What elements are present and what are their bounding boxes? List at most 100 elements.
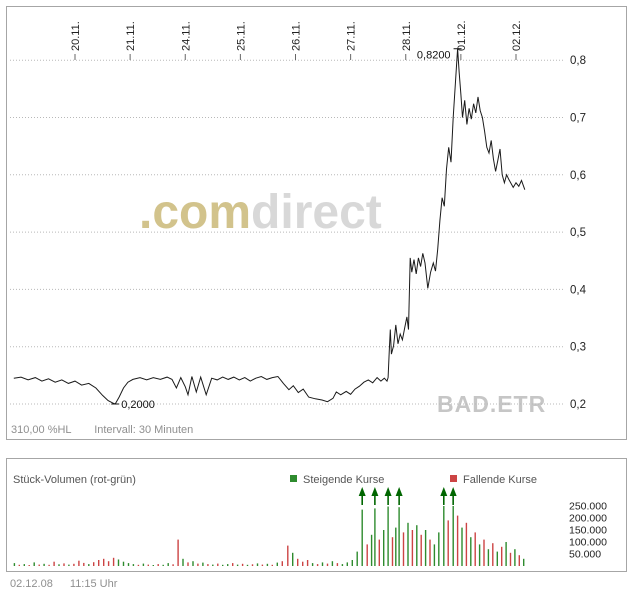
volume-bar	[132, 564, 135, 566]
volume-bar	[429, 539, 431, 566]
volume-bar	[478, 544, 481, 566]
volume-bar	[311, 563, 314, 566]
price-y-axis-label: 0,4	[570, 284, 587, 296]
volume-bar	[292, 552, 294, 566]
interval-label: Intervall: 30 Minuten	[94, 424, 194, 436]
volume-bar	[162, 564, 164, 566]
volume-bar	[112, 557, 115, 566]
volume-bar	[424, 530, 427, 566]
volume-bar	[157, 564, 159, 566]
volume-bar	[383, 530, 385, 566]
price-chart-panel: .comdirect BAD.ETR 0,2 0,3 0,4 0,5 0,6 0,7 0,8…	[6, 6, 627, 440]
volume-bar	[182, 558, 184, 566]
volume-bar	[326, 563, 329, 566]
volume-bar	[297, 558, 299, 566]
volume-bar	[23, 564, 25, 566]
volume-bar	[447, 520, 449, 566]
volume-bar	[246, 564, 249, 566]
down-volume-swatch-icon	[450, 475, 457, 482]
volume-bar	[370, 534, 373, 566]
volume-bar	[387, 506, 389, 566]
volume-bar	[514, 549, 516, 566]
volume-bar	[63, 563, 65, 566]
volume-spike-arrow-icon	[384, 487, 392, 496]
date-axis-label: 21.11.	[125, 21, 137, 51]
volume-bar	[261, 564, 264, 566]
volume-bar	[306, 560, 309, 566]
volume-bar	[366, 544, 368, 566]
volume-bar	[395, 527, 397, 566]
volume-bar	[271, 564, 273, 566]
volume-y-axis-label: 150.000	[569, 525, 607, 537]
price-y-axis-label: 0,2	[570, 399, 586, 411]
volume-bar	[505, 542, 507, 566]
date-axis-label: 25.11.	[235, 21, 247, 51]
volume-bar	[142, 563, 145, 566]
legend-up-label: Steigende Kurse	[303, 474, 385, 486]
volume-bar	[78, 560, 80, 566]
volume-y-axis-label: 100.000	[569, 537, 607, 549]
volume-bar	[88, 564, 90, 566]
volume-chart-panel: Stück-Volumen (rot-grün) Steigende Kurse…	[6, 458, 627, 572]
volume-bar	[378, 539, 380, 566]
volume-spike-arrow-icon	[395, 487, 403, 496]
legend-down-label: Fallende Kurse	[463, 474, 537, 486]
volume-bar	[73, 563, 75, 566]
volume-bar	[152, 565, 154, 566]
date-axis-label: 20.11.	[70, 21, 82, 51]
up-volume-swatch-icon	[290, 475, 297, 482]
volume-bar	[356, 551, 358, 566]
volume-bar	[13, 563, 16, 566]
volume-bar	[192, 561, 194, 566]
volume-bar	[266, 563, 269, 566]
volume-bar	[222, 564, 224, 566]
volume-bar	[256, 563, 259, 566]
volume-bar	[496, 551, 498, 566]
volume-bar	[474, 532, 476, 566]
volume-bar	[518, 555, 520, 566]
date-axis-label: 27.11.	[346, 21, 358, 51]
volume-bar	[202, 562, 204, 566]
volume-bar	[18, 564, 20, 566]
volume-bar	[465, 522, 468, 566]
volume-bar	[227, 564, 229, 566]
date-axis-label: 26.11.	[291, 21, 303, 51]
volume-bar	[302, 561, 304, 566]
volume-bar	[316, 564, 319, 566]
volume-bar	[28, 565, 30, 566]
volume-bar	[321, 562, 324, 566]
volume-bar	[172, 564, 174, 566]
volume-bar	[48, 564, 50, 566]
volume-bar	[276, 562, 278, 566]
volume-bar	[251, 564, 254, 566]
volume-y-axis-label: 200.000	[569, 513, 607, 525]
volume-bar	[117, 559, 120, 566]
volume-bar	[43, 563, 45, 566]
price-chart-svg: 0,2 0,3 0,4 0,5 0,6 0,7 0,8 20.11. 21.11. 24.11. 2…	[10, 20, 587, 411]
volume-bar	[407, 522, 409, 566]
volume-bar	[236, 564, 239, 566]
volume-bar	[483, 539, 485, 566]
volume-bar	[391, 537, 394, 566]
volume-bar	[68, 564, 70, 566]
volume-bar	[107, 561, 110, 566]
volume-bar	[361, 509, 363, 566]
volume-bar	[341, 564, 344, 566]
volume-bar	[93, 562, 95, 566]
volume-spike-arrow-icon	[371, 487, 379, 496]
footer-time: 11:15 Uhr	[69, 578, 118, 590]
footer-timestamp: 02.12.08 11:15 Uhr	[10, 578, 117, 590]
percent-hl-label: 310,00 %HL	[11, 424, 72, 436]
volume-bar	[331, 561, 334, 566]
volume-bar	[241, 563, 244, 566]
volume-y-axis-label: 250.000	[569, 501, 607, 513]
volume-bar	[461, 527, 463, 566]
date-axis-label: 28.11.	[401, 21, 413, 51]
volume-bar	[509, 552, 512, 566]
volume-bar	[147, 564, 149, 566]
date-axis-label: 01.12.	[456, 20, 468, 51]
volume-bar	[420, 534, 422, 566]
volume-title: Stück-Volumen (rot-grün)	[13, 474, 136, 486]
volume-bar	[287, 545, 289, 566]
